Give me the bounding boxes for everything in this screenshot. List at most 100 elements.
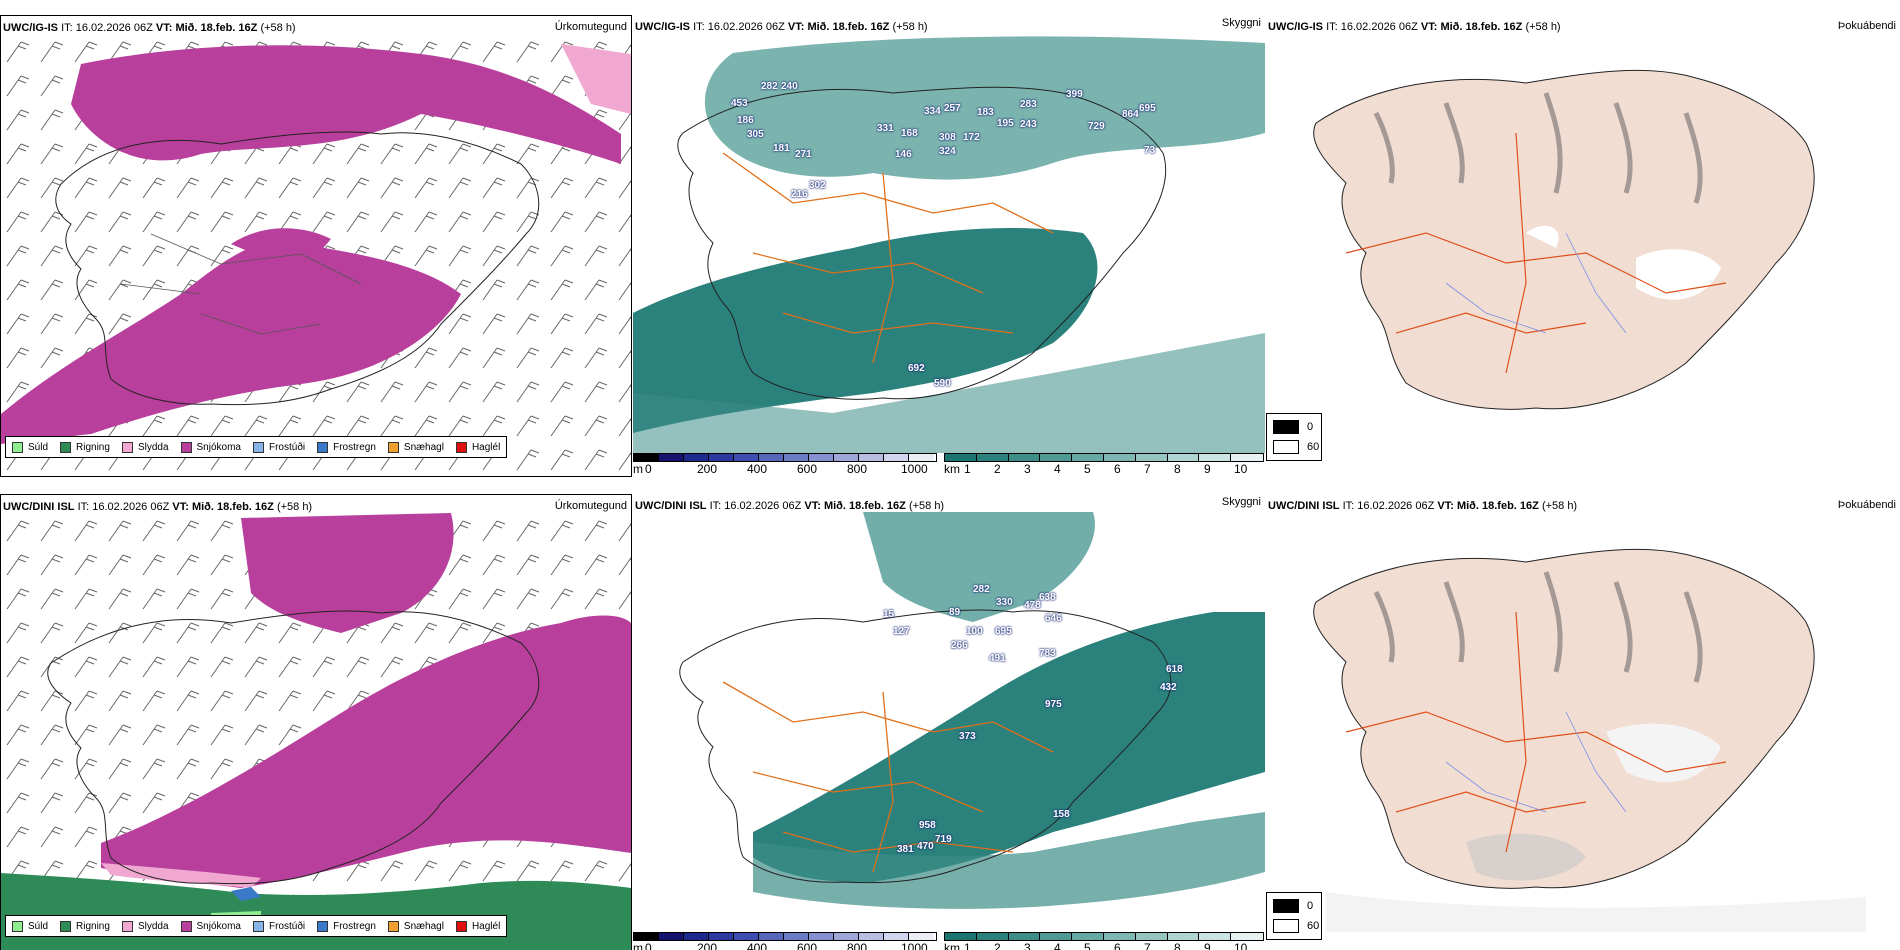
cloudbase-color-box [909, 933, 934, 940]
visibility-color-box [976, 454, 1009, 461]
cloudbase-label: 15 [883, 609, 895, 620]
cloudbase-color-box [659, 933, 684, 940]
it-value: 16.02.2026 06Z [1340, 21, 1418, 33]
visibility-color-box [1199, 454, 1232, 461]
cloudbase-color-box [834, 933, 859, 940]
cloudbase-label: 638 [1039, 592, 1056, 603]
visibility-tick: 10 [1234, 462, 1248, 476]
cloudbase-tick: 400 [747, 941, 768, 950]
legend-item: Snæhagl [387, 920, 444, 932]
visibility-unit: km [944, 462, 960, 476]
legend-label: Haglél [471, 441, 501, 453]
panel-header: UWC/DINI ISL IT: 16.02.2026 06Z VT: Mið.… [3, 501, 312, 513]
lead-time: (+58 h) [276, 501, 313, 513]
cloudbase-label: 257 [944, 103, 961, 114]
cloudbase-color-box [884, 454, 909, 461]
cloudbase-label: 308 [939, 132, 956, 143]
legend-item: Slydda [121, 441, 169, 453]
cloudbase-label: 183 [977, 107, 994, 118]
visibility-color-box [1167, 454, 1200, 461]
visibility-tick: 5 [1084, 941, 1091, 950]
cloudbase-tick: 800 [847, 941, 868, 950]
cloudbase-label: 73 [1144, 145, 1156, 156]
cloudbase-label: 864 [1122, 109, 1139, 120]
cloudbase-color-box [759, 454, 784, 461]
legend-item: Súld [12, 441, 49, 453]
cloudbase-tick: 200 [697, 941, 718, 950]
lead-time: (+58 h) [260, 22, 296, 34]
legend-item: Frostúði [252, 441, 306, 453]
fog-legend: 0 60 [1266, 892, 1322, 940]
legend-label: Frostúði [268, 441, 306, 453]
cloudbase-label: 186 [737, 115, 754, 126]
visibility-color-box [1167, 933, 1200, 940]
cloudbase-label: 432 [1160, 682, 1177, 693]
visibility-tick: 9 [1204, 462, 1211, 476]
vt-label: VT: [804, 500, 821, 512]
cloudbase-tick: 0 [645, 941, 652, 950]
panel-header: UWC/DINI ISL IT: 16.02.2026 06Z VT: Mið.… [635, 500, 944, 512]
visibility-tick: 1 [964, 462, 971, 476]
cloudbase-label: 692 [908, 363, 925, 374]
visibility-color-box [1040, 454, 1073, 461]
it-label: IT: [1342, 500, 1355, 512]
legend-swatch [387, 441, 399, 453]
model-name: UWC/DINI ISL [1268, 500, 1340, 512]
cloudbase-label: 89 [949, 607, 961, 618]
cloudbase-label: 100 [966, 626, 983, 637]
visibility-tick: 5 [1084, 462, 1091, 476]
lead-time: (+58 h) [1525, 21, 1561, 33]
fog-legend-swatch [1273, 440, 1299, 454]
cloudbase-color-box [859, 454, 884, 461]
legend-label: Snjókoma [196, 441, 241, 453]
cloudbase-label: 282 [973, 584, 990, 595]
cloudbase-unit: m [633, 941, 643, 950]
cloudbase-color-box [909, 454, 934, 461]
cloudbase-tick: 400 [747, 462, 768, 476]
legend-item: Frostúði [252, 920, 306, 932]
fog-legend-label: 60 [1307, 920, 1320, 932]
cloudbase-color-box [684, 933, 709, 940]
model-name: UWC/DINI ISL [3, 501, 75, 513]
fog-legend-item: 0 [1273, 899, 1313, 913]
lead-time: (+58 h) [908, 500, 945, 512]
fog-legend-item: 0 [1273, 420, 1313, 434]
cloudbase-label: 331 [877, 123, 894, 134]
fog-map [1313, 69, 1815, 410]
visibility-tick: 7 [1144, 462, 1151, 476]
visibility-map [679, 512, 1265, 909]
vt-value: Mið. 18.feb. 16Z [1456, 500, 1539, 512]
cloudbase-color-box [734, 454, 759, 461]
visibility-color-box [1040, 933, 1073, 940]
legend-label: Slydda [137, 920, 169, 932]
legend-swatch [455, 920, 467, 932]
visibility-color-box [976, 933, 1009, 940]
cloudbase-tick: 0 [645, 462, 652, 476]
visibility-colorbar: km 1 2 3 4 5 6 7 8 9 10 [944, 453, 1264, 477]
legend-label: Frostúði [268, 920, 306, 932]
cloudbase-color-box [809, 454, 834, 461]
cloudbase-label: 618 [1166, 664, 1183, 675]
visibility-tick: 2 [994, 462, 1001, 476]
cloudbase-color-boxes [633, 453, 937, 462]
fog-legend-swatch [1273, 420, 1299, 434]
it-label: IT: [1326, 21, 1338, 33]
legend-swatch [60, 441, 72, 453]
vt-label: VT: [1420, 21, 1438, 33]
visibility-color-box [1072, 454, 1104, 461]
visibility-color-boxes [944, 932, 1264, 941]
cloudbase-tick: 600 [797, 941, 818, 950]
legend-label: Snjókoma [196, 920, 241, 932]
visibility-tick: 3 [1024, 462, 1031, 476]
cloudbase-tick: 200 [697, 462, 718, 476]
cloudbase-label: 719 [935, 834, 952, 845]
visibility-color-box [1135, 454, 1168, 461]
legend-swatch [455, 441, 467, 453]
legend-swatch [252, 920, 264, 932]
cloudbase-label: 470 [917, 841, 934, 852]
visibility-tick: 6 [1114, 462, 1121, 476]
lead-time: (+58 h) [892, 21, 928, 33]
visibility-colorbar: km 1 2 3 4 5 6 7 8 9 10 [944, 932, 1264, 950]
legend-label: Súld [28, 441, 49, 453]
panel-header: UWC/IG-IS IT: 16.02.2026 06Z VT: Mið. 18… [3, 22, 296, 34]
